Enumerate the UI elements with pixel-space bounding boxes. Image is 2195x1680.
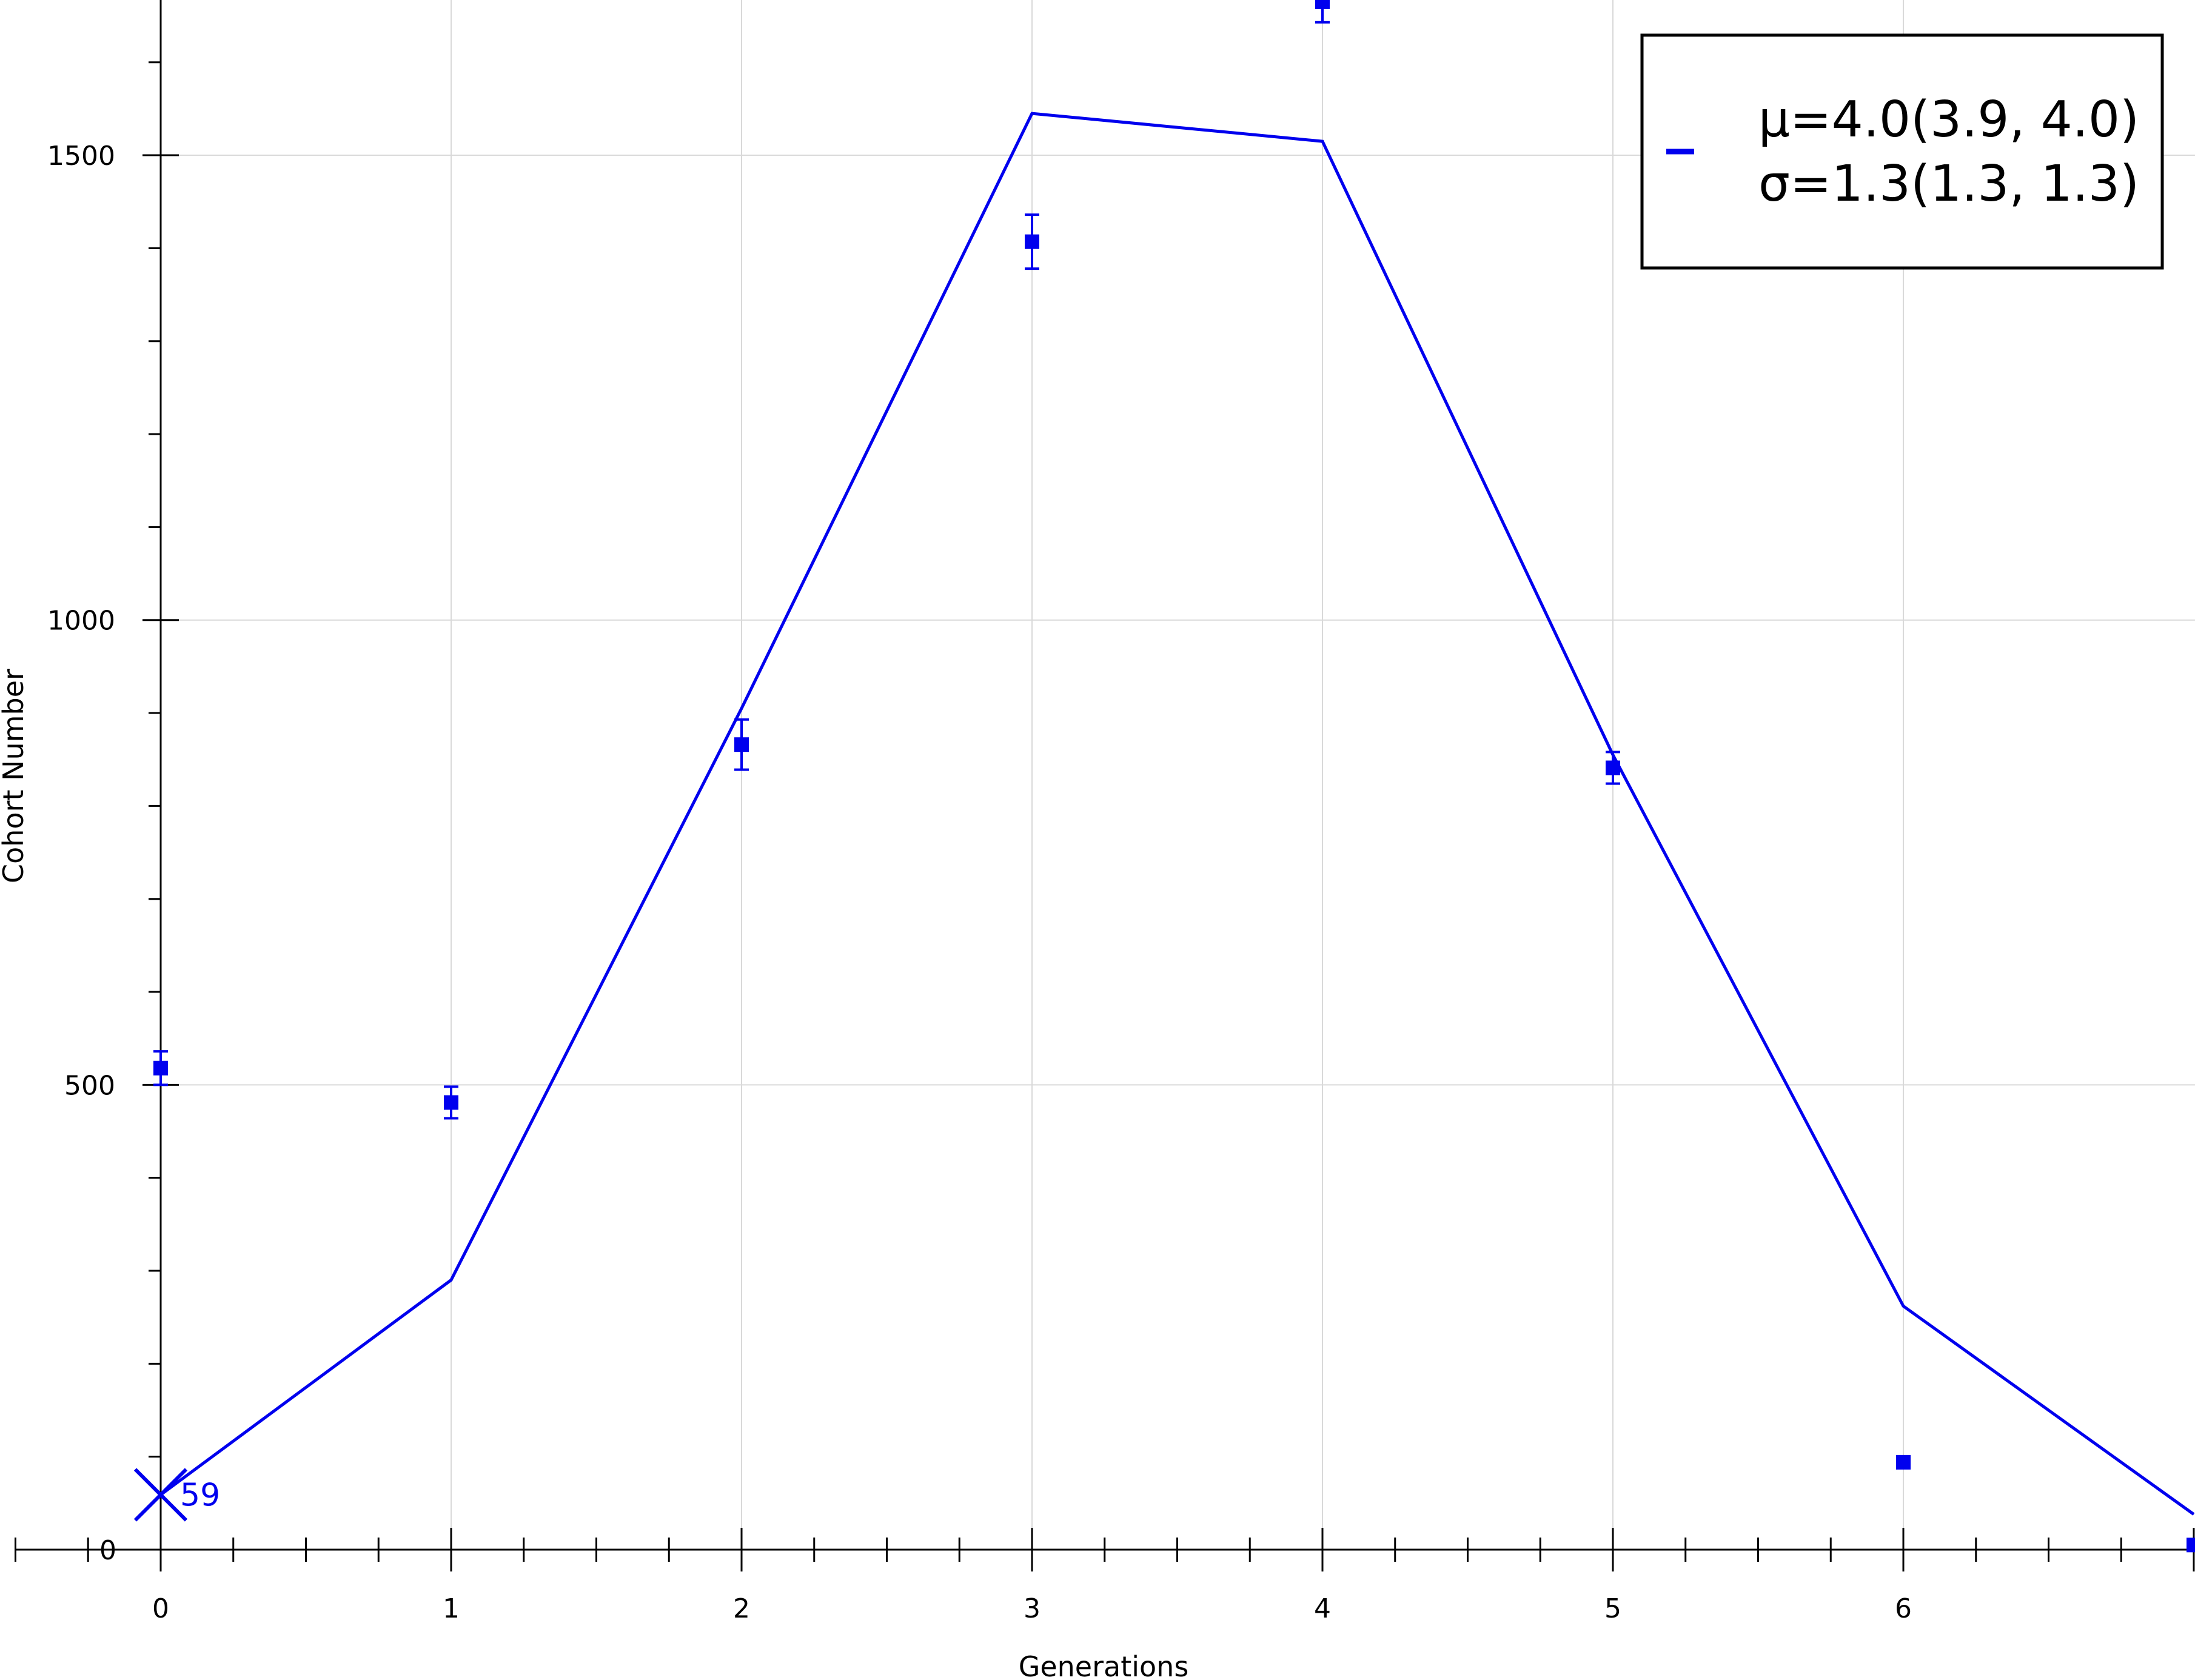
axes: 0 1 2 3 4 5 6 0 500 1000 1500	[15, 0, 2195, 1624]
data-point	[444, 1085, 458, 1120]
data-point	[1606, 751, 1620, 785]
y-tick-label: 0	[99, 1535, 116, 1566]
data-point	[1025, 213, 1039, 270]
x-tick-label: 5	[1604, 1593, 1621, 1624]
annotation: 59	[133, 1468, 220, 1522]
legend-entry: μ=4.0(3.9, 4.0)	[1758, 91, 2139, 149]
legend: μ=4.0(3.9, 4.0) σ=1.3(1.3, 1.3)	[1640, 33, 2164, 270]
data-point	[2187, 1538, 2195, 1553]
data-point	[1315, 0, 1330, 24]
x-axis-label: Generations	[1019, 1650, 1189, 1680]
x-tick-label: 1	[443, 1593, 460, 1624]
y-tick-label: 1500	[47, 141, 115, 172]
legend-box	[1640, 33, 2164, 270]
annotation-x-marker	[133, 1468, 188, 1522]
series	[153, 0, 2195, 1553]
y-axis-label: Cohort Number	[0, 669, 30, 883]
annotation-label: 59	[180, 1478, 220, 1514]
point-marker	[734, 737, 749, 752]
point-marker	[1025, 234, 1039, 249]
point-marker	[153, 1060, 168, 1076]
point-marker	[2187, 1538, 2195, 1553]
data-point	[1896, 1454, 1911, 1470]
point-marker	[444, 1095, 458, 1110]
data-point	[734, 718, 749, 771]
x-tick-label: 3	[1024, 1593, 1041, 1624]
data-point	[153, 1050, 168, 1086]
x-tick-label: 2	[733, 1593, 750, 1624]
x-tick-label: 4	[1314, 1593, 1331, 1624]
point-marker	[1606, 760, 1620, 775]
x-tick-label: 6	[1895, 1593, 1912, 1624]
legend-entry: σ=1.3(1.3, 1.3)	[1758, 155, 2139, 213]
point-marker	[1315, 0, 1330, 10]
fit-line	[159, 112, 2195, 1516]
x-tick-label: 0	[152, 1593, 169, 1624]
point-marker	[1896, 1454, 1911, 1470]
y-tick-label: 1000	[47, 606, 115, 637]
y-tick-label: 500	[64, 1070, 115, 1101]
